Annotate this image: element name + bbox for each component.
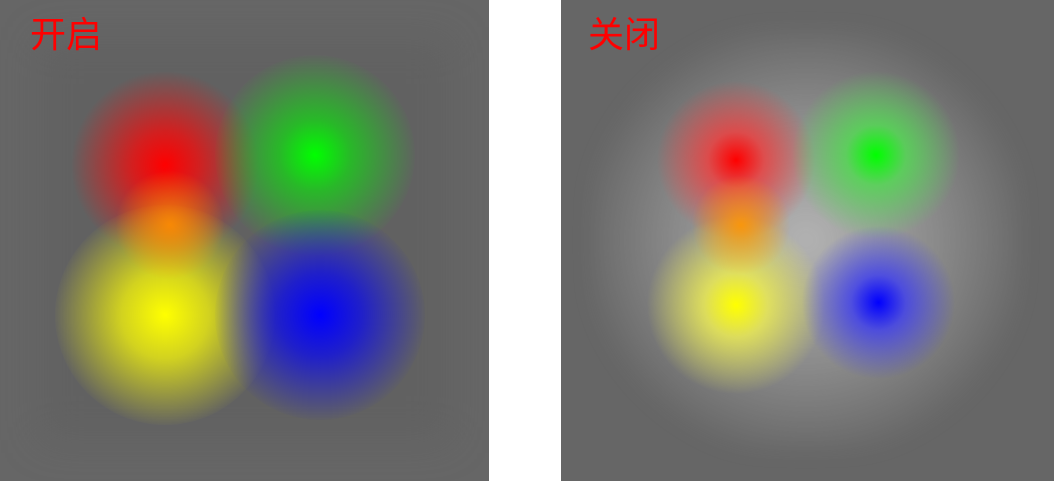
panel-label-on: 开启 [30, 15, 103, 56]
green-gradient-blob [791, 70, 961, 240]
blue-gradient-blob [801, 225, 956, 380]
blue-gradient-blob [215, 210, 425, 420]
preview-panel-on: 开启 [0, 0, 489, 481]
orange-blend-blob [115, 170, 225, 280]
halo-background [591, 30, 1021, 450]
panel-separator [489, 0, 561, 481]
panel-label-off: 关闭 [588, 15, 661, 56]
preview-panel-off: 关闭 [561, 0, 1054, 481]
orange-blend-blob [691, 175, 791, 275]
